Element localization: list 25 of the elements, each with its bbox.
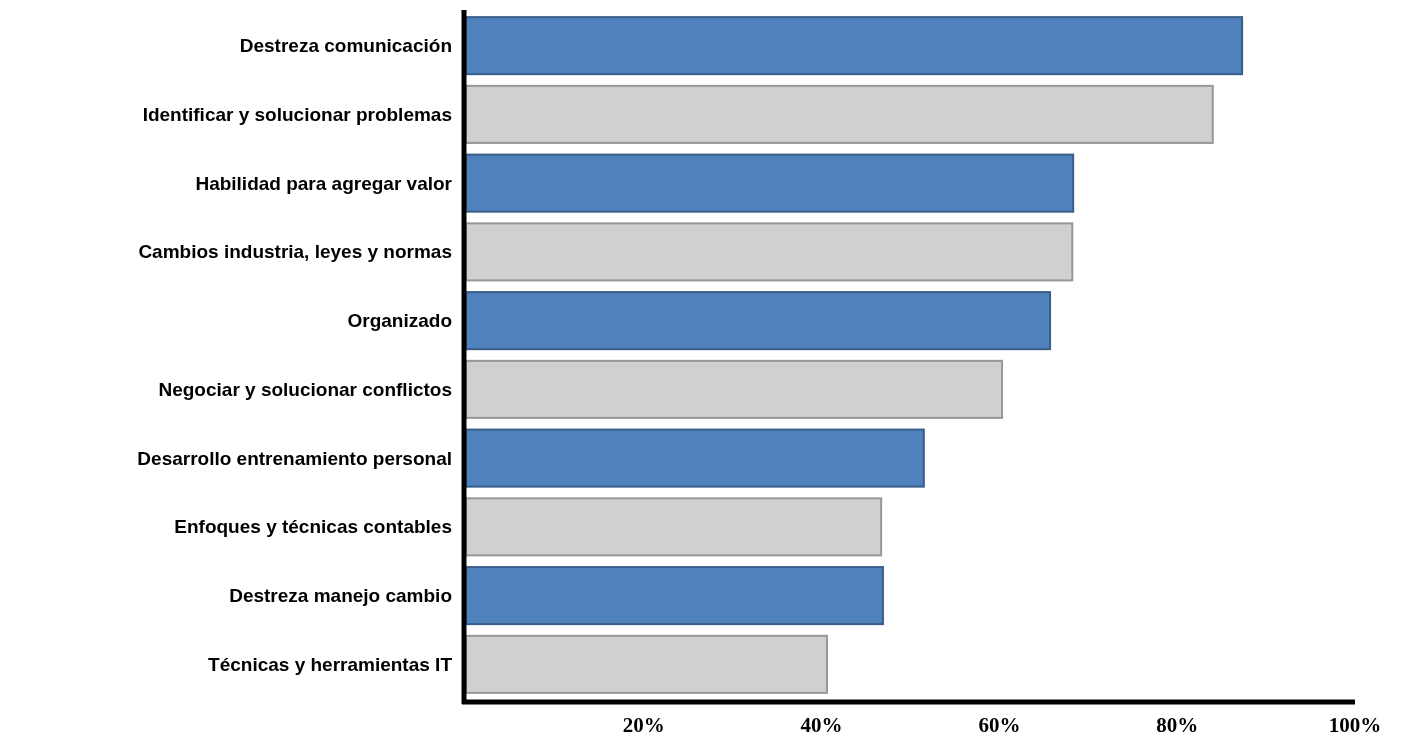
x-tick-label: 20% — [622, 713, 665, 737]
bar — [465, 634, 828, 694]
y-tick-label: Destreza manejo cambio — [229, 585, 452, 607]
y-tick-label: Destreza comunicación — [239, 35, 452, 57]
bar — [465, 222, 1074, 282]
y-tick-label: Técnicas y herramientas IT — [208, 653, 453, 675]
bar — [465, 153, 1075, 213]
bar — [465, 428, 925, 488]
y-tick-label: Organizado — [347, 310, 452, 332]
y-tick-label: Negociar y solucionar conflictos — [158, 378, 452, 400]
bar — [465, 291, 1052, 351]
y-tick-label: Habilidad para agregar valor — [195, 172, 453, 194]
y-tick-label: Identificar y solucionar problemas — [142, 103, 452, 125]
bar — [465, 497, 883, 557]
bar — [465, 566, 884, 626]
bar — [465, 359, 1004, 419]
x-tick-label: 40% — [800, 713, 843, 737]
x-tick-label: 80% — [1156, 713, 1199, 737]
x-tick-label: 100% — [1328, 713, 1382, 737]
y-tick-label: Cambios industria, leyes y normas — [138, 241, 452, 263]
y-tick-label: Enfoques y técnicas contables — [174, 516, 452, 538]
x-tick-label: 60% — [978, 713, 1021, 737]
bar — [465, 84, 1214, 144]
bar — [465, 16, 1244, 76]
y-tick-label: Desarrollo entrenamiento personal — [137, 447, 452, 469]
